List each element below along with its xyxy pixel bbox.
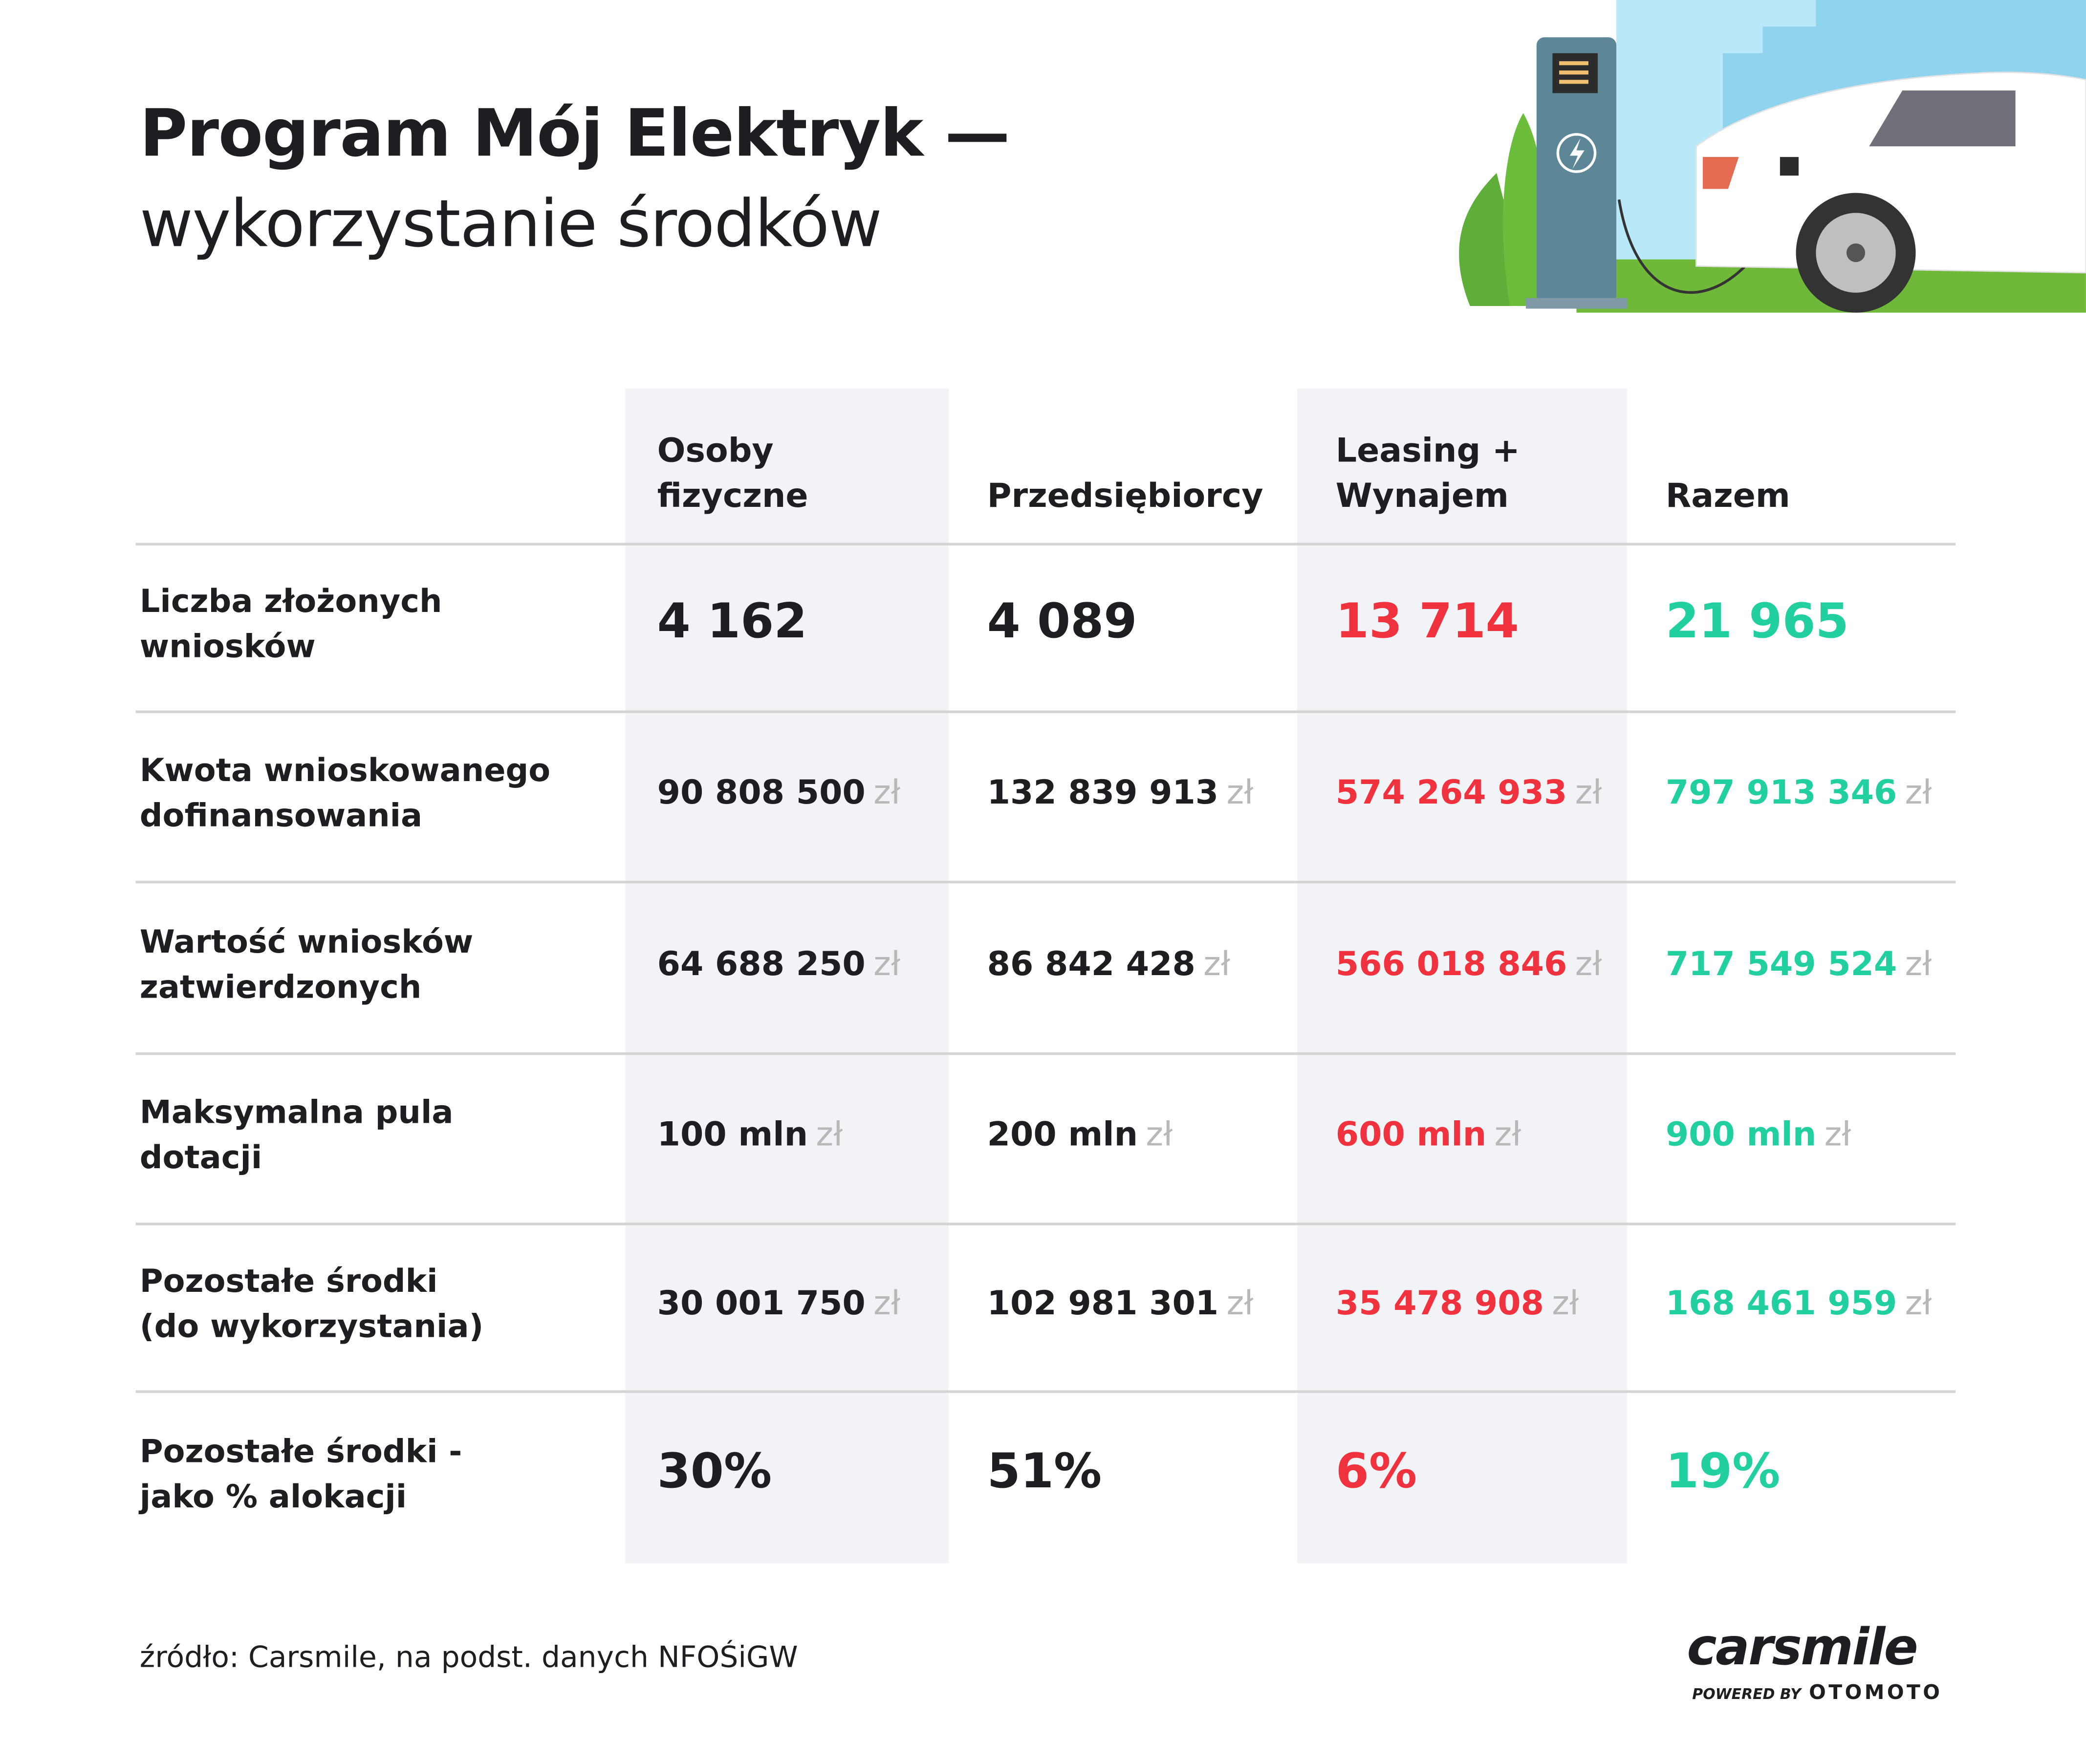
table-cell: 574 264 933 zł (1335, 773, 1602, 812)
table-cell: 13 714 (1335, 594, 1519, 650)
currency-unit: zł (1824, 1114, 1851, 1154)
leaf (1503, 113, 1545, 306)
divider (135, 1052, 1956, 1055)
row-label: Liczba złożonych wniosków (139, 583, 442, 665)
table-cell: 168 461 959 zł (1665, 1284, 1932, 1323)
table-cell: 90 808 500 zł (657, 773, 901, 812)
currency-unit: zł (1226, 773, 1254, 812)
currency-unit: zł (1494, 1114, 1521, 1154)
source-note: źródło: Carsmile, na podst. danych NFOŚi… (139, 1641, 798, 1675)
table-cell: 900 mln zł (1665, 1114, 1851, 1154)
table-cell: 86 842 428 zł (987, 944, 1231, 983)
currency-unit: zł (1226, 1284, 1254, 1323)
page-subtitle: wykorzystanie środków (139, 186, 882, 262)
table-cell: 6% (1335, 1444, 1417, 1500)
divider (135, 1222, 1956, 1225)
row-label: Pozostałe środki (do wykorzystania) (139, 1263, 484, 1345)
column-header-razem: Razem (1665, 476, 1790, 515)
column-header-leasing: Leasing + Wynajem (1335, 431, 1520, 515)
divider (135, 543, 1956, 545)
divider (135, 880, 1956, 884)
row-label: Pozostałe środki - jako % alokacji (139, 1433, 462, 1516)
currency-unit: zł (1905, 773, 1932, 812)
row-label: Maksymalna pula dotacji (139, 1093, 454, 1176)
currency-unit: zł (1552, 1284, 1579, 1323)
currency-unit: zł (1905, 944, 1932, 983)
ev-charging-illustration (1459, 0, 2086, 313)
table-cell: 21 965 (1665, 594, 1849, 650)
row-label: Wartość wniosków zatwierdzonych (139, 922, 474, 1005)
currency-unit: zł (1203, 944, 1231, 983)
currency-unit: zł (1575, 944, 1602, 983)
table-cell: 4 089 (987, 594, 1137, 650)
currency-unit: zł (873, 1284, 901, 1323)
table-cell: 30% (657, 1444, 772, 1500)
table-cell: 600 mln zł (1335, 1114, 1521, 1154)
currency-unit: zł (1146, 1114, 1173, 1154)
currency-unit: zł (873, 773, 901, 812)
column-header-przedsiebiorcy: Przedsiębiorcy (987, 476, 1263, 515)
powered-by: POWERED BY OTOMOTO (1692, 1680, 1943, 1704)
row-label: Kwota wnioskowanego dofinansowania (139, 751, 551, 834)
table-cell: 100 mln zł (657, 1114, 843, 1154)
table-cell: 797 913 346 zł (1665, 773, 1932, 812)
carsmile-logo: carsmile (1687, 1617, 1918, 1677)
table-cell: 200 mln zł (987, 1114, 1173, 1154)
table-cell: 132 839 913 zł (987, 773, 1254, 812)
currency-unit: zł (873, 944, 901, 983)
divider (135, 710, 1956, 713)
currency-unit: zł (816, 1114, 843, 1154)
table-cell: 102 981 301 zł (987, 1284, 1254, 1323)
table-cell: 717 549 524 zł (1665, 944, 1932, 983)
table-cell: 51% (987, 1444, 1102, 1500)
column-band-osoby (625, 388, 949, 1564)
table-cell: 35 478 908 zł (1335, 1284, 1579, 1323)
table-cell: 4 162 (657, 594, 807, 650)
table-cell: 19% (1665, 1444, 1781, 1500)
divider (135, 1390, 1956, 1393)
column-band-leasing (1297, 388, 1627, 1564)
currency-unit: zł (1905, 1284, 1932, 1323)
table-cell: 566 018 846 zł (1335, 944, 1602, 983)
page-title: Program Mój Elektryk — (139, 95, 1010, 172)
table-cell: 30 001 750 zł (657, 1284, 901, 1323)
otomoto-logo: OTOMOTO (1809, 1680, 1943, 1704)
currency-unit: zł (1575, 773, 1602, 812)
table-cell: 64 688 250 zł (657, 944, 901, 983)
column-header-osoby: Osoby fizyczne (657, 431, 808, 515)
